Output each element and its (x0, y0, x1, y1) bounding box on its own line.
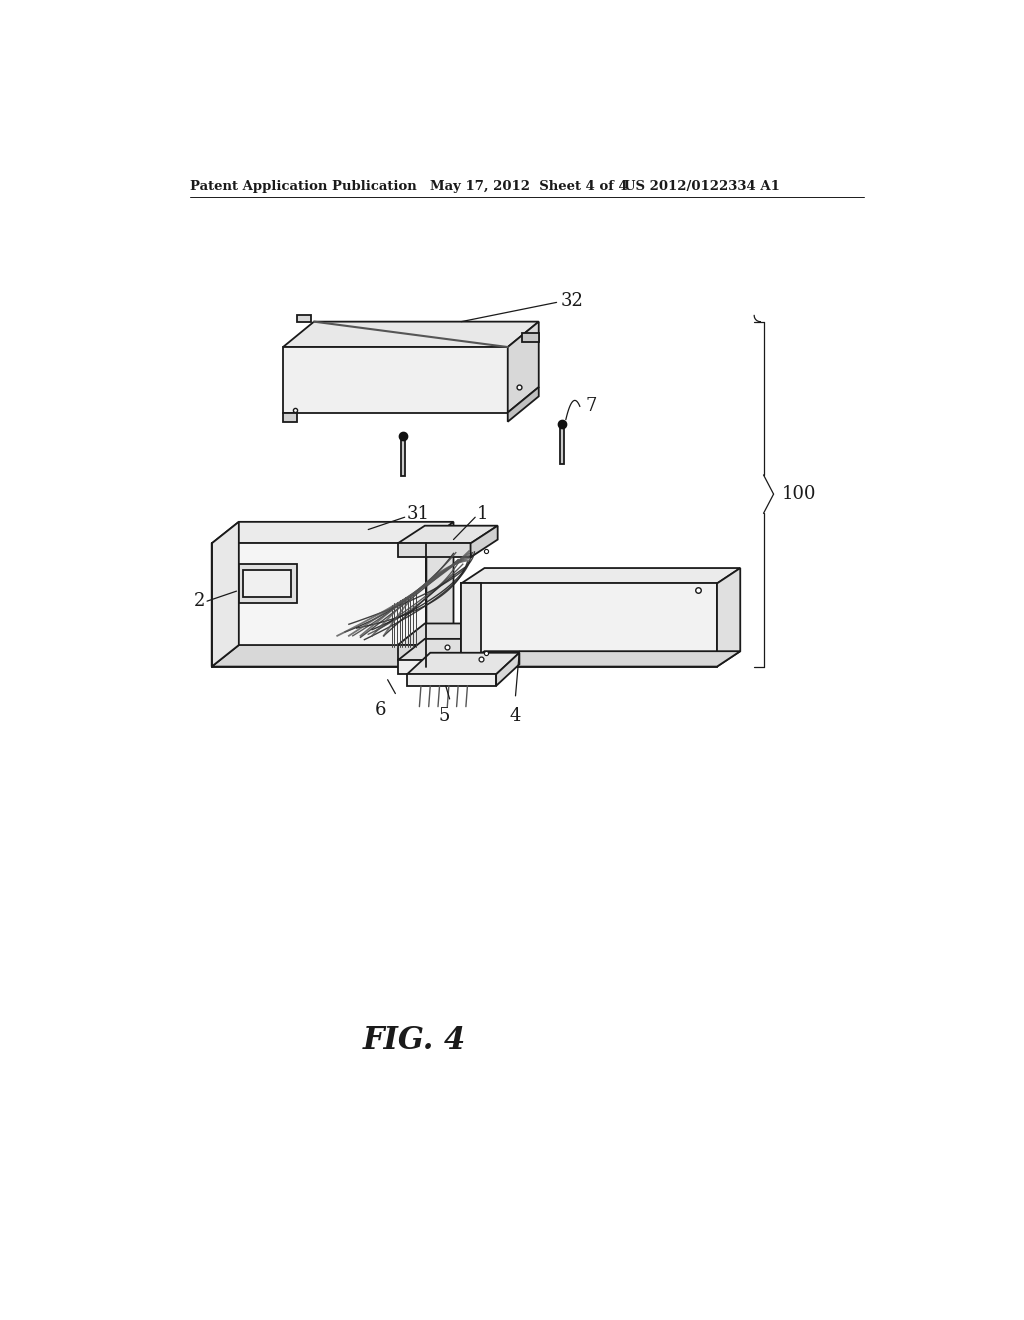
Text: FIG. 4: FIG. 4 (364, 1024, 466, 1056)
Text: Patent Application Publication: Patent Application Publication (190, 181, 417, 194)
Text: 6: 6 (375, 701, 386, 719)
Polygon shape (297, 314, 311, 322)
Polygon shape (717, 568, 740, 667)
Polygon shape (239, 564, 297, 603)
Polygon shape (471, 639, 498, 675)
Polygon shape (212, 645, 454, 667)
Polygon shape (508, 322, 539, 412)
Polygon shape (496, 653, 519, 686)
Text: 1: 1 (477, 506, 488, 523)
Polygon shape (397, 660, 471, 675)
Polygon shape (243, 570, 291, 598)
Polygon shape (212, 521, 454, 544)
Polygon shape (397, 623, 498, 645)
Polygon shape (521, 333, 539, 342)
Polygon shape (461, 583, 717, 667)
Polygon shape (461, 651, 740, 667)
Polygon shape (400, 436, 406, 475)
Polygon shape (397, 525, 498, 544)
Polygon shape (397, 639, 498, 660)
Text: May 17, 2012  Sheet 4 of 4: May 17, 2012 Sheet 4 of 4 (430, 181, 628, 194)
Text: 100: 100 (781, 486, 816, 503)
Polygon shape (471, 525, 498, 557)
Polygon shape (212, 544, 426, 667)
Text: US 2012/0122334 A1: US 2012/0122334 A1 (624, 181, 780, 194)
Polygon shape (407, 653, 519, 675)
Polygon shape (461, 583, 480, 667)
Polygon shape (397, 645, 471, 659)
Polygon shape (283, 412, 297, 422)
Polygon shape (397, 544, 471, 557)
Polygon shape (461, 568, 740, 583)
Polygon shape (212, 521, 239, 667)
Text: 4: 4 (510, 706, 521, 725)
Polygon shape (283, 322, 539, 347)
Text: 5: 5 (438, 706, 450, 725)
Polygon shape (283, 347, 508, 412)
Text: 31: 31 (407, 506, 430, 523)
Text: 32: 32 (560, 292, 584, 310)
Polygon shape (407, 675, 496, 686)
Polygon shape (471, 623, 498, 659)
Polygon shape (426, 521, 454, 667)
Polygon shape (560, 424, 564, 465)
Text: 2: 2 (195, 593, 206, 610)
Polygon shape (508, 387, 539, 422)
Text: 7: 7 (586, 397, 597, 416)
